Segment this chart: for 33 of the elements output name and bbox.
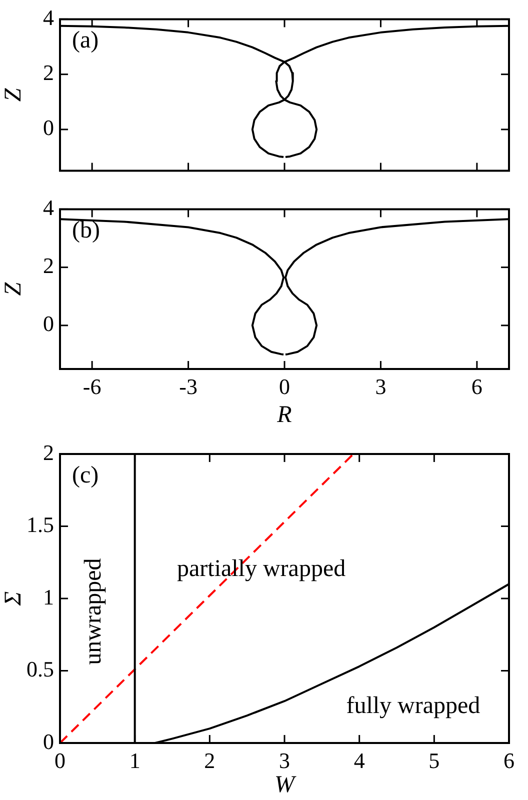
y-tick-label: 0 [43, 728, 54, 754]
y-tick-label: 0 [43, 311, 54, 336]
x-tick-label: 3 [375, 374, 386, 399]
y-axis-title: Σ [0, 591, 27, 607]
x-tick-label: -6 [82, 374, 102, 399]
x-tick-label: 0 [279, 374, 290, 399]
annotation: (c) [72, 462, 99, 488]
x-tick-label: 6 [504, 748, 514, 773]
x-axis-title: W [274, 772, 296, 798]
y-axis-title: Z [0, 282, 27, 296]
y-tick-label: 0.5 [26, 656, 54, 682]
annotation: partially wrapped [176, 556, 346, 582]
x-tick-label: 3 [279, 748, 290, 773]
x-tick-label: 2 [204, 748, 216, 773]
y-tick-label: 4 [43, 194, 54, 220]
y-tick-label: 2 [43, 440, 54, 465]
y-tick-label: 2 [43, 60, 54, 86]
y-tick-label: 1 [43, 584, 54, 610]
y-tick-label: 4 [43, 4, 54, 30]
annotation: (b) [72, 217, 100, 244]
annotation: unwrapped [80, 558, 107, 665]
x-tick-label: 5 [428, 748, 440, 773]
y-axis-title: Z [0, 88, 27, 102]
y-tick-label: 1.5 [26, 512, 54, 538]
x-tick-label: 1 [129, 748, 140, 773]
y-tick-label: 2 [43, 253, 54, 278]
x-axis-title: R [276, 402, 292, 428]
annotation: fully wrapped [346, 693, 480, 720]
y-tick-label: 0 [43, 115, 54, 140]
x-tick-label: 6 [471, 374, 482, 399]
x-tick-label: -3 [179, 374, 198, 399]
annotation: (a) [72, 27, 99, 54]
x-tick-label: 4 [354, 748, 365, 773]
